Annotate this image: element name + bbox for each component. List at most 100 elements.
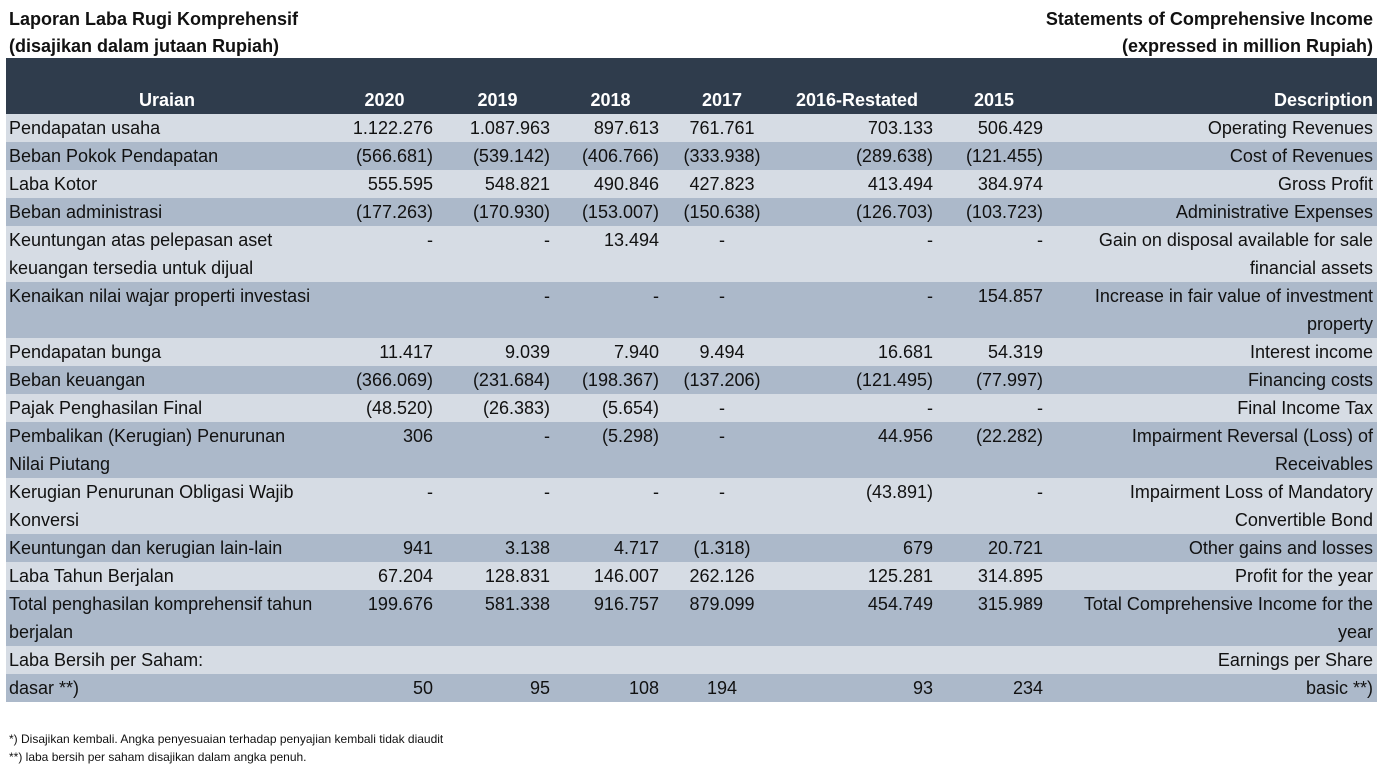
row-description: Gain on disposal available for sale fina…	[1051, 226, 1377, 282]
cell-2019: (231.684)	[441, 366, 554, 394]
cell-2017: 194	[667, 674, 777, 702]
cell-2016-restated: (121.495)	[777, 366, 937, 394]
cell-2015: 314.895	[937, 562, 1051, 590]
column-header-2019: 2019	[441, 58, 554, 114]
cell-2017: -	[667, 422, 777, 478]
cell-2017: -	[667, 226, 777, 282]
report-header: Laporan Laba Rugi Komprehensif (disajika…	[0, 0, 1385, 58]
row-label: Pendapatan bunga	[6, 338, 328, 366]
income-statement-table: Uraian 2020 2019 2018 2017 2016-Restated…	[6, 58, 1377, 702]
cell-2017: 879.099	[667, 590, 777, 646]
title-en-line2: (expressed in million Rupiah)	[1121, 36, 1373, 56]
cell-2018: (153.007)	[554, 198, 667, 226]
cell-2015: 20.721	[937, 534, 1051, 562]
table-row: dasar **) 50 95 108 194 93 234 basic **)	[6, 674, 1377, 702]
row-description: basic **)	[1051, 674, 1377, 702]
cell-2019: (26.383)	[441, 394, 554, 422]
cell-2017: -	[667, 282, 777, 338]
row-description: Administrative Expenses	[1051, 198, 1377, 226]
cell-2018: 13.494	[554, 226, 667, 282]
report-title-id: Laporan Laba Rugi Komprehensif (disajika…	[9, 6, 298, 60]
cell-2016-restated: -	[777, 394, 937, 422]
table-row: Kenaikan nilai wajar properti investasi -…	[6, 282, 1377, 338]
row-description: Financing costs	[1051, 366, 1377, 394]
row-description: Earnings per Share	[1051, 646, 1377, 674]
cell-2018: 146.007	[554, 562, 667, 590]
table-row: Kerugian Penurunan Obligasi Wajib Konver…	[6, 478, 1377, 534]
cell-2016-restated: 93	[777, 674, 937, 702]
row-description: Cost of Revenues	[1051, 142, 1377, 170]
row-label: Beban administrasi	[6, 198, 328, 226]
cell-2016-restated: 44.956	[777, 422, 937, 478]
cell-2017: (333.938)	[667, 142, 777, 170]
cell-2015: 384.974	[937, 170, 1051, 198]
column-header-2017: 2017	[667, 58, 777, 114]
table-row: Pendapatan bunga 11.417 9.039 7.940 9.494 16.…	[6, 338, 1377, 366]
cell-2017: -	[667, 394, 777, 422]
cell-2017	[667, 646, 777, 674]
cell-2020: (177.263)	[328, 198, 441, 226]
cell-2018: (198.367)	[554, 366, 667, 394]
cell-2015: 54.319	[937, 338, 1051, 366]
cell-2019: 1.087.963	[441, 114, 554, 142]
cell-2017: 9.494	[667, 338, 777, 366]
column-header-uraian: Uraian	[6, 58, 328, 114]
cell-2020: 1.122.276	[328, 114, 441, 142]
row-label: Keuntungan atas pelepasan aset keuangan …	[6, 226, 328, 282]
cell-2019: 581.338	[441, 590, 554, 646]
cell-2019: -	[441, 282, 554, 338]
column-header-description: Description	[1051, 58, 1377, 114]
cell-2015: (103.723)	[937, 198, 1051, 226]
row-label: Beban keuangan	[6, 366, 328, 394]
table-row: Laba Kotor 555.595 548.821 490.846 427.823 41…	[6, 170, 1377, 198]
table-header-row: Uraian 2020 2019 2018 2017 2016-Restated…	[6, 58, 1377, 114]
row-description: Increase in fair value of investment pro…	[1051, 282, 1377, 338]
cell-2017: 427.823	[667, 170, 777, 198]
cell-2016-restated: (126.703)	[777, 198, 937, 226]
cell-2017: 761.761	[667, 114, 777, 142]
row-description: Total Comprehensive Income for the year	[1051, 590, 1377, 646]
cell-2015: 154.857	[937, 282, 1051, 338]
cell-2020: 306	[328, 422, 441, 478]
cell-2018: -	[554, 282, 667, 338]
cell-2015: 506.429	[937, 114, 1051, 142]
cell-2018: 897.613	[554, 114, 667, 142]
cell-2018: (5.654)	[554, 394, 667, 422]
cell-2015: -	[937, 226, 1051, 282]
cell-2019	[441, 646, 554, 674]
cell-2015	[937, 646, 1051, 674]
report-title-en: Statements of Comprehensive Income (expr…	[1046, 6, 1373, 60]
row-label: Pajak Penghasilan Final	[6, 394, 328, 422]
cell-2020	[328, 646, 441, 674]
table-row: Beban Pokok Pendapatan (566.681) (539.142)…	[6, 142, 1377, 170]
table-row: Pajak Penghasilan Final (48.520) (26.383)(…	[6, 394, 1377, 422]
row-description: Other gains and losses	[1051, 534, 1377, 562]
table-row: Beban keuangan (366.069) (231.684) (198.367…	[6, 366, 1377, 394]
cell-2015: 315.989	[937, 590, 1051, 646]
cell-2017: (137.206)	[667, 366, 777, 394]
row-label: Pembalikan (Kerugian) Penurunan Nilai Pi…	[6, 422, 328, 478]
row-label: Total penghasilan komprehensif tahun ber…	[6, 590, 328, 646]
cell-2018: 4.717	[554, 534, 667, 562]
cell-2016-restated: 679	[777, 534, 937, 562]
title-id-line2: (disajikan dalam jutaan Rupiah)	[9, 36, 280, 56]
cell-2018	[554, 646, 667, 674]
cell-2020: 941	[328, 534, 441, 562]
cell-2019: -	[441, 478, 554, 534]
cell-2020: 555.595	[328, 170, 441, 198]
cell-2018: -	[554, 478, 667, 534]
row-description: Final Income Tax	[1051, 394, 1377, 422]
row-label: Keuntungan dan kerugian lain-lain	[6, 534, 328, 562]
cell-2019: -	[441, 422, 554, 478]
row-label: Laba Tahun Berjalan	[6, 562, 328, 590]
column-header-2016-restated: 2016-Restated	[777, 58, 937, 114]
cell-2015: 234	[937, 674, 1051, 702]
cell-2017: (1.318)	[667, 534, 777, 562]
row-description: Operating Revenues	[1051, 114, 1377, 142]
cell-2017: 262.126	[667, 562, 777, 590]
cell-2018: 490.846	[554, 170, 667, 198]
table-body: Pendapatan usaha 1.122.276 1.087.963 897.61…	[6, 114, 1377, 702]
cell-2016-restated: -	[777, 282, 937, 338]
row-label: Beban Pokok Pendapatan	[6, 142, 328, 170]
cell-2016-restated: 703.133	[777, 114, 937, 142]
